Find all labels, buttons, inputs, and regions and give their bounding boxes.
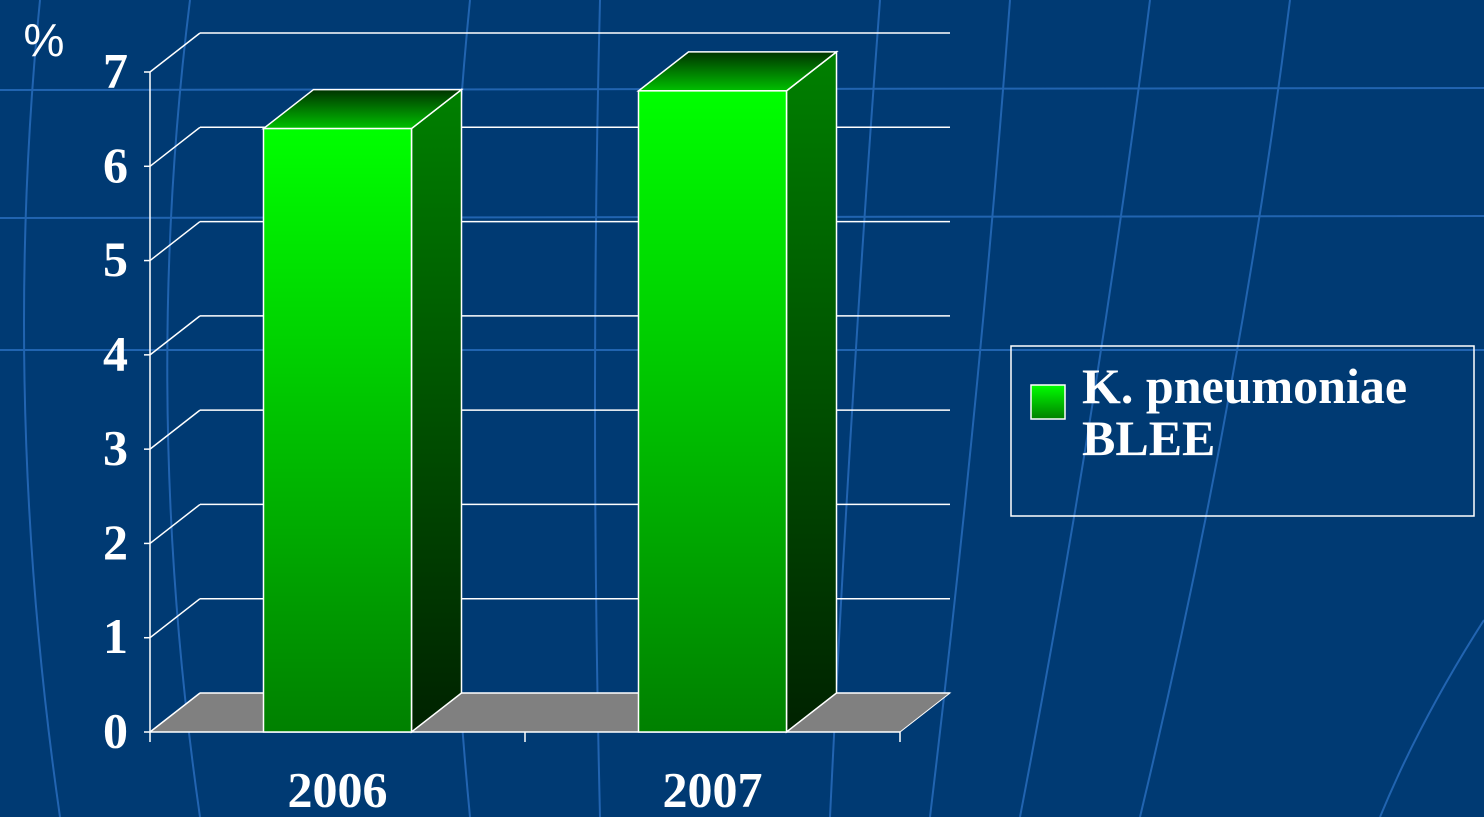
x-tick-label: 2006 (288, 761, 388, 817)
x-tick-label: 2007 (663, 761, 763, 817)
y-tick-label: 6 (103, 137, 128, 193)
legend-entry: K. pneumoniae BLEE (1082, 360, 1408, 466)
y-tick-label: 7 (103, 42, 128, 98)
y-axis-label: % (24, 14, 65, 66)
grid-line-side (149, 220, 201, 262)
y-tick-label: 0 (103, 702, 128, 758)
bar (262, 127, 413, 733)
legend-box (1010, 345, 1475, 517)
legend-swatch (1030, 384, 1066, 420)
grid-line-side (149, 315, 201, 356)
grid-line-side (149, 692, 201, 733)
grid-line-side (149, 598, 201, 639)
bar-side (410, 88, 463, 734)
y-tick-label: 3 (103, 420, 128, 476)
legend-label: K. pneumoniae BLEE (1082, 360, 1408, 466)
grid-line-side (149, 32, 201, 73)
y-tick-label: 4 (103, 325, 128, 381)
y-tick-label: 1 (103, 608, 128, 664)
y-tick-label: 5 (103, 231, 128, 287)
grid-line-side (149, 126, 201, 167)
bar (637, 90, 788, 733)
grid-line-side (149, 409, 201, 450)
bar-side (785, 50, 838, 734)
y-tick-label: 2 (103, 514, 128, 570)
grid-line-side (149, 503, 201, 545)
